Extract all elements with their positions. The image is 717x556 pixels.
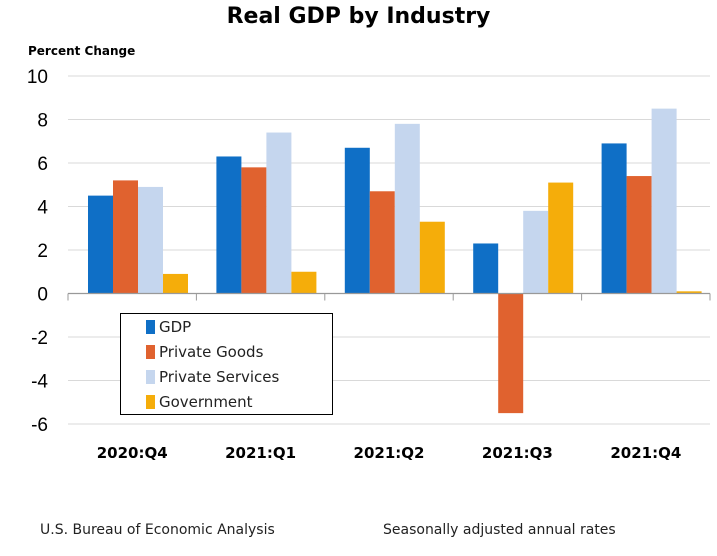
x-tick-label: 2021:Q3 bbox=[482, 444, 553, 462]
rates-note: Seasonally adjusted annual rates bbox=[383, 522, 616, 538]
bar-government bbox=[548, 182, 574, 294]
y-tick-label: 4 bbox=[37, 198, 48, 219]
bar-private-goods bbox=[498, 293, 524, 414]
y-tick-label: 10 bbox=[27, 67, 48, 88]
legend-item: Private Services bbox=[146, 368, 279, 386]
bar-government bbox=[676, 291, 702, 294]
bar-private-services bbox=[266, 132, 292, 294]
legend-swatch bbox=[146, 370, 155, 384]
legend-swatch bbox=[146, 345, 155, 359]
bar-government bbox=[291, 271, 317, 294]
bar-gdp bbox=[216, 156, 242, 294]
y-tick-label: -2 bbox=[31, 328, 48, 349]
legend-swatch bbox=[146, 320, 155, 334]
bar-private-goods bbox=[241, 167, 267, 294]
x-tick-label: 2021:Q4 bbox=[610, 444, 681, 462]
x-tick-label: 2021:Q1 bbox=[225, 444, 296, 462]
bar-private-services bbox=[138, 186, 163, 294]
x-tick-label: 2020:Q4 bbox=[97, 444, 168, 462]
y-tick-label: 6 bbox=[37, 154, 48, 175]
y-axis-label: Percent Change bbox=[28, 44, 136, 58]
legend-swatch bbox=[146, 395, 155, 409]
bar-private-services bbox=[651, 108, 677, 294]
y-tick-label: -6 bbox=[31, 415, 48, 436]
bar-gdp bbox=[601, 143, 627, 294]
legend-label: GDP bbox=[159, 318, 192, 336]
bar-gdp bbox=[473, 243, 499, 294]
bar-private-goods bbox=[626, 176, 652, 294]
y-tick-label: 2 bbox=[37, 241, 48, 262]
y-tick-label: 0 bbox=[37, 285, 48, 306]
y-tick-label: -4 bbox=[31, 372, 48, 393]
legend-label: Private Services bbox=[159, 368, 280, 386]
bar-gdp bbox=[344, 147, 370, 294]
y-tick-label: 8 bbox=[37, 111, 48, 132]
bar-government bbox=[163, 273, 188, 294]
bar-private-services bbox=[523, 210, 549, 294]
x-tick-label: 2021:Q2 bbox=[354, 444, 425, 462]
chart-title: Real GDP by Industry bbox=[226, 4, 491, 29]
legend: GDP Private Goods Private Services Governme… bbox=[120, 313, 333, 415]
bar-private-goods bbox=[369, 191, 395, 294]
bar-gdp bbox=[88, 195, 113, 294]
legend-item: Private Goods bbox=[146, 343, 263, 361]
legend-item: GDP bbox=[146, 318, 191, 336]
bar-government bbox=[419, 221, 445, 294]
bar-private-services bbox=[394, 123, 420, 294]
source-note: U.S. Bureau of Economic Analysis bbox=[40, 522, 275, 538]
legend-label: Private Goods bbox=[159, 343, 264, 361]
legend-label: Government bbox=[159, 393, 253, 411]
bar-private-goods bbox=[113, 180, 138, 294]
legend-item: Government bbox=[146, 393, 253, 411]
